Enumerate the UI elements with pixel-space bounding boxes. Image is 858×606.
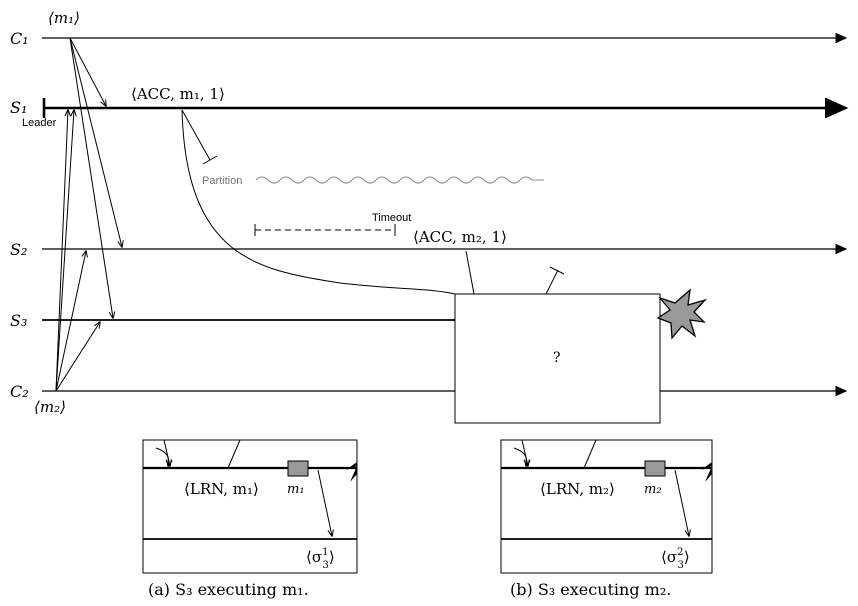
acc-m2-messages xyxy=(465,250,565,295)
blocked-message-bar xyxy=(202,155,218,165)
arrow-c2-to-s1-b xyxy=(55,110,74,392)
timeout-interval xyxy=(254,224,396,236)
partition-label: Partition xyxy=(202,175,242,187)
inset-a-msg: m₁ xyxy=(287,482,305,497)
arrow-c1-to-s3 xyxy=(69,37,113,318)
arrow-c2-to-s1-a xyxy=(55,110,68,392)
inset-b-sigma: ⟨σ2 3⟩ xyxy=(661,547,690,571)
process-labels: C₁ S₁ S₂ S₃ C₂ xyxy=(10,29,29,401)
acc-m2-label: ⟨ACC, m₂, 1⟩ xyxy=(413,228,507,246)
partition-wave xyxy=(255,176,544,184)
c1-messages xyxy=(69,37,122,318)
inset-b: ⟨LRN, m₂⟩ m₂ ⟨σ2 3⟩ (b) S₃ executing m₂. xyxy=(500,439,713,599)
m1-message-label: ⟨m₁⟩ xyxy=(48,9,80,27)
crash-icon xyxy=(656,288,708,340)
acc-m1-messages xyxy=(181,109,456,295)
inset-b-msg: m₂ xyxy=(644,482,662,497)
c2-messages xyxy=(55,110,100,392)
label-s2: S₂ xyxy=(10,240,27,259)
label-s1: S₁ xyxy=(10,98,27,117)
unknown-box xyxy=(454,293,661,424)
delayed-acc-message xyxy=(181,109,456,295)
inset-b-frame xyxy=(500,439,713,574)
label-c2: C₂ xyxy=(10,382,29,401)
unknown-label: ? xyxy=(553,350,561,366)
arrow-c2-to-s3 xyxy=(55,322,100,392)
arrow-c1-to-s2 xyxy=(69,37,122,247)
leader-label: Leader xyxy=(22,117,57,129)
arrow-c1-to-s1 xyxy=(69,37,106,106)
m2-message-label: ⟨m₂⟩ xyxy=(34,398,66,416)
inset-a-message-box xyxy=(287,460,309,477)
blocked-message xyxy=(181,109,211,161)
label-c1: C₁ xyxy=(10,29,29,48)
inset-a-lrn: ⟨LRN, m₁⟩ xyxy=(184,480,259,498)
inset-a-caption: (a) S₃ executing m₁. xyxy=(148,580,309,599)
inset-b-lrn: ⟨LRN, m₂⟩ xyxy=(540,480,615,498)
label-s3: S₃ xyxy=(10,311,27,330)
inset-a-sigma: ⟨σ1 3⟩ xyxy=(306,547,335,571)
inset-a-frame xyxy=(142,439,358,574)
inset-b-caption: (b) S₃ executing m₂. xyxy=(510,580,671,599)
inset-b-crash-icon xyxy=(701,462,712,482)
arrow-c2-to-s2 xyxy=(55,251,86,392)
timelines xyxy=(42,32,849,397)
inset-a: ⟨LRN, m₁⟩ m₁ ⟨σ1 3⟩ (a) S₃ executing m₁. xyxy=(142,439,358,599)
inset-a-crash-icon xyxy=(346,462,357,482)
acc-m1-label: ⟨ACC, m₁, 1⟩ xyxy=(131,85,225,103)
timeout-label: Timeout xyxy=(372,212,411,224)
inset-b-message-box xyxy=(644,460,666,477)
